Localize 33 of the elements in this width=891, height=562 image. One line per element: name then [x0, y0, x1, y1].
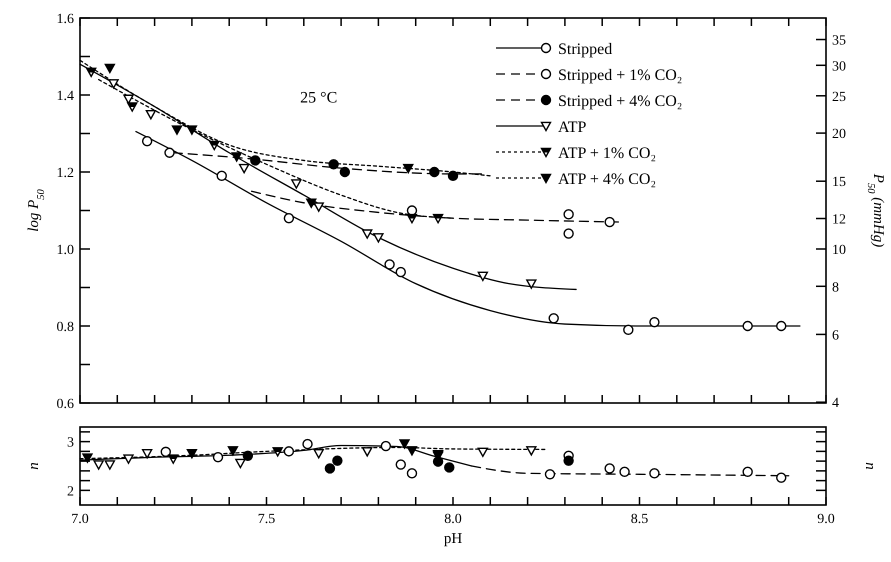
x-tick-label: 9.0 [817, 512, 835, 527]
y-tick-label: 1.2 [56, 166, 74, 181]
y2-tick-label: 6 [832, 328, 839, 344]
y2-tick-label: 8 [832, 280, 839, 296]
y2-tick-label: 12 [832, 212, 846, 228]
x-tick-label: 7.5 [258, 512, 276, 527]
y2-tick-label: 35 [832, 34, 846, 49]
y-tick-label: 0.6 [56, 397, 74, 412]
annotation: 25 °C [300, 90, 338, 107]
y-tick-label: 1.0 [56, 243, 74, 258]
legend-label: ATP [558, 119, 587, 136]
x-tick-label: 7.0 [71, 512, 89, 527]
y-tick-label: 3 [67, 436, 74, 451]
legend-label: Stripped + 1% CO₂ [558, 67, 682, 84]
y-tick-label: 1.4 [56, 89, 74, 104]
y-tick-label: 2 [67, 484, 74, 500]
y2-axis-title: n [862, 462, 878, 470]
y-axis-title: n [26, 462, 42, 470]
legend-label: Stripped + 4% CO₂ [558, 93, 682, 110]
legend-label: ATP + 4% CO₂ [558, 171, 656, 188]
y2-tick-label: 15 [832, 175, 846, 190]
y2-tick-label: 20 [832, 127, 846, 142]
y-tick-label: 1.6 [56, 12, 74, 27]
y2-tick-label: 30 [832, 59, 846, 74]
legend-label: ATP + 1% CO₂ [558, 145, 656, 162]
legend-label: Stripped [558, 41, 612, 58]
x-tick-label: 8.5 [630, 512, 648, 527]
y2-tick-label: 25 [832, 90, 846, 105]
x-tick-label: 8.0 [444, 512, 462, 527]
y-tick-label: 0.8 [56, 320, 74, 335]
y2-tick-label: 10 [832, 242, 846, 258]
x-axis-title: pH [444, 531, 462, 547]
y2-tick-label: 4 [832, 396, 839, 412]
